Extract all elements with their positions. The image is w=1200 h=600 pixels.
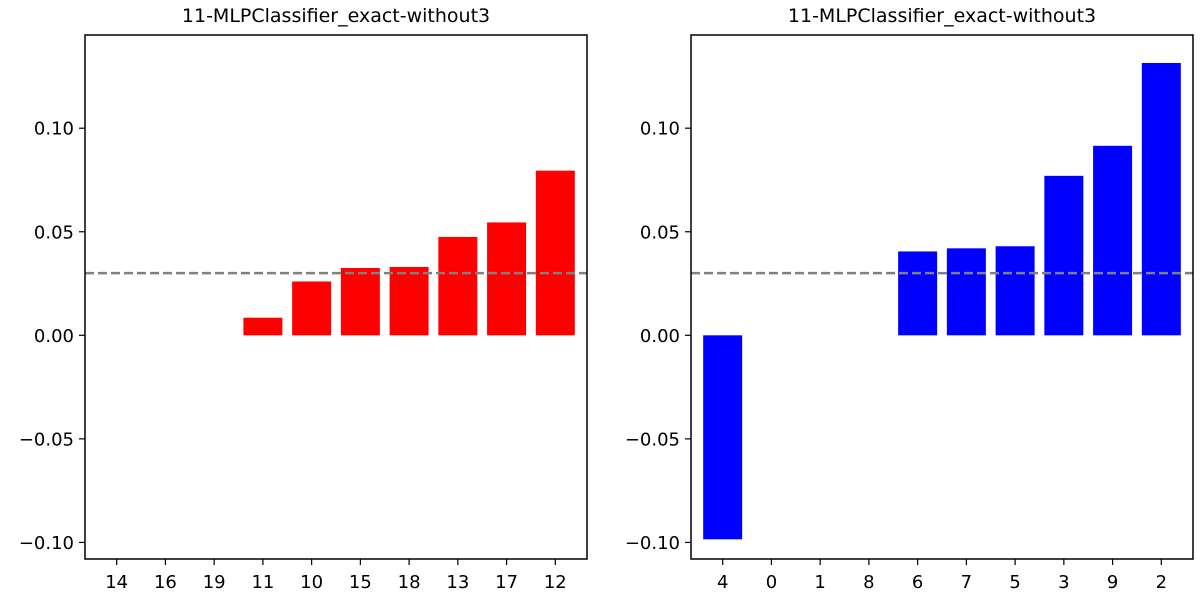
bar-6: [898, 251, 938, 336]
x-tick-label: 13: [446, 572, 469, 593]
bar-18: [389, 266, 429, 336]
x-tick-label: 12: [544, 572, 567, 593]
bar-3: [1044, 175, 1084, 336]
bar-13: [438, 236, 478, 336]
bar-12: [535, 170, 575, 336]
plot-frame: [690, 34, 1194, 560]
y-tick-label: 0.05: [34, 222, 74, 243]
chart-title: 11-MLPClassifier_exact-without3: [788, 5, 1096, 27]
x-tick-label: 0: [766, 572, 777, 593]
x-tick-label: 1: [814, 572, 825, 593]
bar-15: [340, 268, 380, 336]
x-tick-label: 11: [251, 572, 274, 593]
y-tick-label: −0.05: [19, 429, 74, 450]
y-tick-label: −0.10: [625, 533, 680, 554]
x-tick-label: 16: [154, 572, 177, 593]
x-tick-label: 7: [961, 572, 972, 593]
y-tick-label: 0.00: [640, 326, 680, 347]
x-tick-label: 8: [863, 572, 874, 593]
x-tick-label: 5: [1009, 572, 1020, 593]
x-tick-label: 15: [349, 572, 372, 593]
x-tick-label: 2: [1156, 572, 1167, 593]
y-tick-label: 0.00: [34, 326, 74, 347]
bar-4: [703, 335, 743, 540]
bar-7: [946, 248, 986, 336]
x-tick-label: 4: [717, 572, 728, 593]
bar-11: [243, 317, 283, 336]
x-tick-label: 9: [1107, 572, 1118, 593]
x-tick-label: 14: [105, 572, 128, 593]
y-tick-label: −0.05: [625, 429, 680, 450]
chart-panel-1: 11-MLPClassifier_exact-without3 0.10 0.05 0…: [19, 5, 588, 593]
chart-panel-2: 11-MLPClassifier_exact-without3 0.10 0.05 0…: [625, 5, 1194, 593]
x-tick-label: 6: [912, 572, 923, 593]
bar-2: [1141, 62, 1181, 336]
bar-9: [1093, 145, 1133, 336]
x-tick-label: 3: [1058, 572, 1069, 593]
y-tick-label: 0.05: [640, 222, 680, 243]
x-tick-label: 18: [398, 572, 421, 593]
x-tick-label: 10: [300, 572, 323, 593]
y-tick-label: −0.10: [19, 533, 74, 554]
y-tick-label: 0.10: [34, 119, 74, 140]
bar-10: [292, 281, 332, 336]
x-tick-label: 17: [495, 572, 518, 593]
bar-5: [995, 246, 1035, 336]
chart-title: 11-MLPClassifier_exact-without3: [182, 5, 490, 27]
y-tick-label: 0.10: [640, 119, 680, 140]
bar-17: [487, 222, 527, 336]
plot-frame: [84, 34, 588, 560]
x-tick-label: 19: [203, 572, 226, 593]
